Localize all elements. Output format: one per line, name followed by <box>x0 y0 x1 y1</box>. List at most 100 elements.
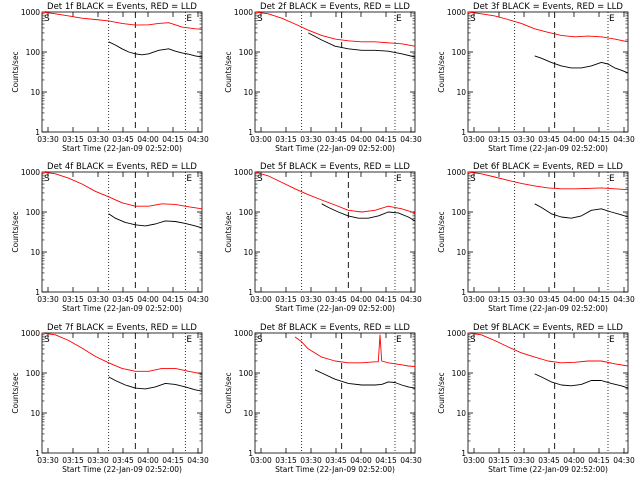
y-tick-label: 1 <box>248 449 253 458</box>
x-tick-label: 04:30 <box>400 456 422 465</box>
x-axis-label: Start Time (22-Jan-09 02:52:00) <box>275 304 395 313</box>
x-tick-label: 04:15 <box>588 135 610 144</box>
y-tick-label: 1000 <box>447 329 466 338</box>
panel-title: Det 9f BLACK = Events, RED = LLD <box>473 323 623 333</box>
events-series-line <box>321 203 416 222</box>
x-tick-label: 03:45 <box>325 295 347 304</box>
panel-title: Det 6f BLACK = Events, RED = LLD <box>473 162 623 172</box>
x-tick-label: 03:15 <box>275 135 297 144</box>
lld-series-line <box>41 11 203 30</box>
start-marker-S: S <box>257 335 263 345</box>
end-marker-E: E <box>609 335 615 345</box>
x-tick-label: 04:30 <box>613 135 635 144</box>
y-tick-label: 1 <box>35 288 40 297</box>
x-tick-label: 03:30 <box>513 456 535 465</box>
x-tick-label: 03:30 <box>37 456 59 465</box>
y-tick-label: 1 <box>461 128 466 137</box>
y-axis-label: Counts/sec <box>437 51 446 92</box>
y-tick-label: 10 <box>30 248 40 257</box>
start-marker-S: S <box>44 174 50 184</box>
plot-frame <box>41 171 203 293</box>
detector-panel-3: Det 3f BLACK = Events, RED = LLD 1 10 100 10… <box>437 2 635 153</box>
y-axis-label: Counts/sec <box>437 211 446 252</box>
panel-title: Det 7f BLACK = Events, RED = LLD <box>47 323 197 333</box>
start-marker-S: S <box>257 14 263 24</box>
x-tick-label: 03:15 <box>62 135 84 144</box>
x-tick-label: 03:00 <box>463 456 485 465</box>
events-series-line <box>534 203 629 219</box>
x-tick-label: 03:00 <box>250 456 272 465</box>
y-tick-label: 10 <box>30 88 40 97</box>
x-tick-label: 04:15 <box>162 135 184 144</box>
y-tick-label: 1 <box>35 128 40 137</box>
events-series-line <box>108 213 203 229</box>
x-tick-label: 04:15 <box>375 135 397 144</box>
end-marker-E: E <box>609 174 615 184</box>
panel-title: Det 3f BLACK = Events, RED = LLD <box>473 2 623 12</box>
x-axis-label: Start Time (22-Jan-09 02:52:00) <box>488 304 608 313</box>
y-tick-label: 1000 <box>21 168 40 177</box>
x-tick-label: 03:15 <box>62 456 84 465</box>
lld-series-line <box>467 11 629 43</box>
x-axis-label: Start Time (22-Jan-09 02:52:00) <box>488 144 608 153</box>
x-tick-label: 04:15 <box>588 456 610 465</box>
x-tick-label: 03:30 <box>87 295 109 304</box>
y-axis-label: Counts/sec <box>11 51 20 92</box>
y-tick-label: 1000 <box>447 8 466 17</box>
y-tick-label: 10 <box>456 88 466 97</box>
x-tick-label: 04:00 <box>137 295 159 304</box>
x-axis-label: Start Time (22-Jan-09 02:52:00) <box>275 465 395 474</box>
plot-frame <box>467 171 629 293</box>
y-tick-label: 1000 <box>234 8 253 17</box>
start-marker-S: S <box>44 14 50 24</box>
x-tick-label: 03:30 <box>300 295 322 304</box>
start-marker-S: S <box>257 174 263 184</box>
detector-panel-2: Det 2f BLACK = Events, RED = LLD 1 10 100 10… <box>224 2 422 153</box>
end-marker-E: E <box>609 14 615 24</box>
x-tick-label: 03:00 <box>463 295 485 304</box>
x-tick-label: 04:00 <box>563 135 585 144</box>
x-tick-label: 03:15 <box>488 456 510 465</box>
detector-panel-7: Det 7f BLACK = Events, RED = LLD 1 10 100 10… <box>11 323 209 474</box>
x-tick-label: 04:30 <box>187 456 209 465</box>
x-tick-label: 03:45 <box>538 456 560 465</box>
y-tick-label: 1000 <box>234 329 253 338</box>
panel-title: Det 4f BLACK = Events, RED = LLD <box>47 162 197 172</box>
x-tick-label: 03:45 <box>112 295 134 304</box>
y-tick-label: 100 <box>452 48 467 57</box>
x-tick-label: 03:45 <box>538 135 560 144</box>
x-tick-label: 04:15 <box>375 295 397 304</box>
lld-series-line <box>41 171 203 210</box>
x-tick-label: 03:45 <box>112 135 134 144</box>
y-tick-label: 100 <box>239 369 254 378</box>
y-tick-label: 100 <box>26 369 41 378</box>
x-tick-label: 03:15 <box>275 295 297 304</box>
x-tick-label: 04:00 <box>137 456 159 465</box>
x-axis-label: Start Time (22-Jan-09 02:52:00) <box>62 144 182 153</box>
x-tick-label: 04:00 <box>350 295 372 304</box>
x-tick-label: 04:15 <box>162 295 184 304</box>
events-series-line <box>314 369 416 389</box>
lld-series-line <box>254 171 416 214</box>
y-tick-label: 10 <box>243 409 253 418</box>
x-tick-label: 04:00 <box>350 135 372 144</box>
end-marker-E: E <box>396 14 402 24</box>
x-axis-label: Start Time (22-Jan-09 02:52:00) <box>275 144 395 153</box>
x-tick-label: 04:00 <box>563 456 585 465</box>
y-tick-label: 100 <box>26 208 41 217</box>
y-tick-label: 100 <box>452 208 467 217</box>
events-series-line <box>308 32 416 58</box>
x-tick-label: 03:45 <box>325 135 347 144</box>
panel-title: Det 1f BLACK = Events, RED = LLD <box>47 2 197 12</box>
x-tick-label: 04:30 <box>613 456 635 465</box>
x-tick-label: 03:15 <box>488 295 510 304</box>
y-tick-label: 1000 <box>21 8 40 17</box>
events-series-line <box>534 373 629 389</box>
start-marker-S: S <box>470 174 476 184</box>
x-tick-label: 03:30 <box>37 135 59 144</box>
panel-title: Det 5f BLACK = Events, RED = LLD <box>260 162 410 172</box>
x-tick-label: 04:00 <box>563 295 585 304</box>
detector-panel-9: Det 9f BLACK = Events, RED = LLD 1 10 100 10… <box>437 323 635 474</box>
x-tick-label: 03:30 <box>87 456 109 465</box>
